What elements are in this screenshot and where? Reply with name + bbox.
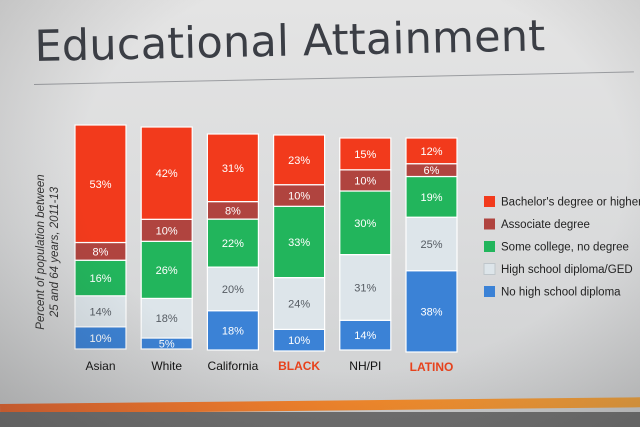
legend-label: Some college, no degree [501,242,629,254]
data-label: 10% [288,191,310,203]
bar-segment [405,137,458,165]
legend-swatch [484,241,495,252]
data-label: 26% [156,265,178,277]
bar-column: 14% 31% 30% 10% 15% [339,137,392,351]
bar-column: 10% 24% 33% 10% 23% [273,134,326,352]
bar-column: 5% 18% 26% 10% 42% [140,126,193,351]
data-label: 10% [89,333,111,345]
category-label: BLACK [278,359,320,373]
data-label: 53% [89,179,111,191]
bar-segment [74,295,127,328]
bar-segment [339,319,392,351]
bar-segment [273,134,326,186]
category-label: California [208,359,259,373]
data-label: 31% [354,283,376,295]
category-label: LATINO [410,360,454,374]
legend-label: No high school diploma [501,287,621,299]
data-label: 24% [288,299,310,311]
data-label: 38% [420,306,442,318]
bar-segment [273,277,326,331]
legend: Bachelor's degree or higher Associate deg… [483,196,640,299]
bar-segment [339,190,392,256]
bar-segment [339,137,392,171]
data-label: 10% [354,175,376,187]
data-label: 33% [288,237,310,249]
bar-column: 38% 25% 19% 6% 12% [405,137,458,353]
bar-column: 10% 14% 16% 8% 53% [74,124,127,350]
data-label: 5% [159,339,175,351]
y-axis-label-line: Percent of population between [35,174,47,329]
bar-segment [206,218,259,268]
data-label: 10% [288,335,310,347]
legend-swatch [483,263,496,275]
legend-swatch [484,286,495,297]
legend-swatch [484,196,495,207]
data-label: 14% [89,306,111,318]
data-label: 8% [93,246,109,258]
y-axis-label: Percent of population between 25 and 64 y… [35,174,61,329]
data-label: 25% [420,239,442,251]
data-label: 30% [354,218,376,230]
data-label: 10% [156,225,178,237]
data-label: 14% [354,330,376,342]
category-label: Asian [85,359,115,373]
data-label: 18% [222,325,244,337]
data-label: 16% [89,273,111,285]
y-axis-label-line: 25 and 64 years, 2011-13 [49,186,61,318]
category-label: White [151,359,182,373]
data-label: 20% [222,284,244,296]
legend-swatch [484,218,495,230]
bar-column: 18% 20% 22% 8% 31% [206,133,259,351]
data-label: 15% [354,149,376,161]
data-label: 23% [288,155,310,167]
legend-label: Associate degree [501,219,590,231]
bar-segment [140,126,193,220]
data-label: 18% [156,313,178,325]
bar-segment [405,270,458,353]
bar-segment [74,124,127,244]
legend-label: Bachelor's degree or higher [501,197,640,209]
legend-label: High school diploma/GED [501,264,633,276]
data-label: 31% [222,163,244,175]
bar-segment [206,310,259,351]
category-label: NH/PI [349,359,381,373]
footer-shadow [0,412,640,427]
bar-segment [206,133,259,203]
data-label: 22% [222,238,244,250]
data-label: 8% [225,205,241,217]
data-label: 19% [420,192,442,204]
bars-group: 10% 14% 16% 8% 53% 5% 18% 26% 10% 42% 18% 20% 22% 8% 3… [74,124,458,353]
data-label: 6% [424,165,440,177]
data-label: 12% [420,146,442,158]
data-label: 42% [156,168,178,180]
